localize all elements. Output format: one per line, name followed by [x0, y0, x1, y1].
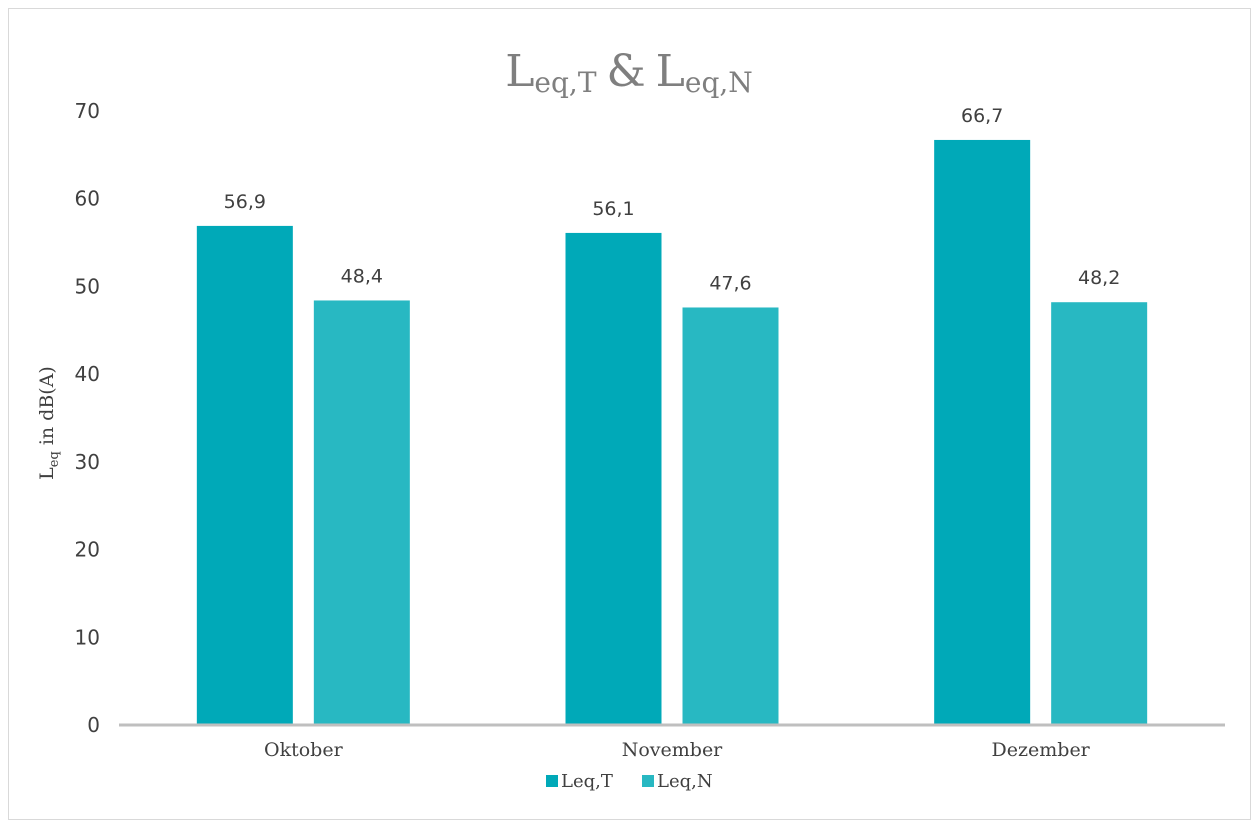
legend-label-2: Leq,N [657, 771, 713, 792]
data-labels: 56,9 48,4 56,1 47,6 66,7 48,2 [224, 105, 1121, 295]
category-label: November [622, 739, 723, 761]
y-tick-label: 70 [75, 99, 100, 123]
bar-dezember-series-1 [934, 139, 1031, 726]
data-label: 56,1 [592, 198, 634, 220]
y-axis-label: Leq in dB(A) [36, 366, 62, 480]
y-tick-label: 30 [75, 450, 100, 474]
title-sub-1: eq,T [534, 66, 596, 99]
data-label: 47,6 [709, 272, 751, 294]
title-base-2: L [656, 46, 685, 97]
bar-oktober-series-2 [313, 300, 410, 725]
data-label: 48,4 [341, 265, 383, 287]
legend-swatch-2 [642, 775, 654, 787]
data-label: 56,9 [224, 191, 266, 213]
y-axis-ticks: 0 10 20 30 40 50 60 70 [75, 99, 100, 737]
y-tick-label: 10 [75, 625, 100, 649]
title-base-1: L [505, 46, 534, 97]
legend: Leq,T Leq,N [546, 771, 713, 792]
legend-swatch-1 [546, 775, 558, 787]
chart-title: Leq,T & Leq,N [505, 46, 753, 99]
bar-dezember-series-2 [1051, 302, 1148, 725]
y-tick-label: 0 [87, 713, 100, 737]
y-tick-label: 60 [75, 187, 100, 211]
y-tick-label: 40 [75, 362, 100, 386]
ylabel-rest: in dB(A) [36, 366, 58, 451]
y-tick-label: 50 [75, 274, 100, 298]
title-sub-2: eq,N [685, 66, 753, 99]
data-label: 48,2 [1078, 267, 1120, 289]
ylabel-base: L [36, 467, 58, 480]
data-label: 66,7 [961, 105, 1003, 127]
title-ampersand: & [607, 46, 646, 97]
category-label: Dezember [992, 739, 1091, 761]
y-tick-label: 20 [75, 538, 100, 562]
bar-november-series-2 [682, 307, 779, 725]
bar-november-series-1 [565, 232, 662, 725]
ylabel-sub: eq [47, 451, 62, 467]
legend-label-1: Leq,T [561, 771, 613, 792]
category-labels: Oktober November Dezember [264, 739, 1091, 761]
bar-oktober-series-1 [196, 225, 293, 726]
category-label: Oktober [264, 739, 344, 761]
bars [196, 139, 1148, 726]
